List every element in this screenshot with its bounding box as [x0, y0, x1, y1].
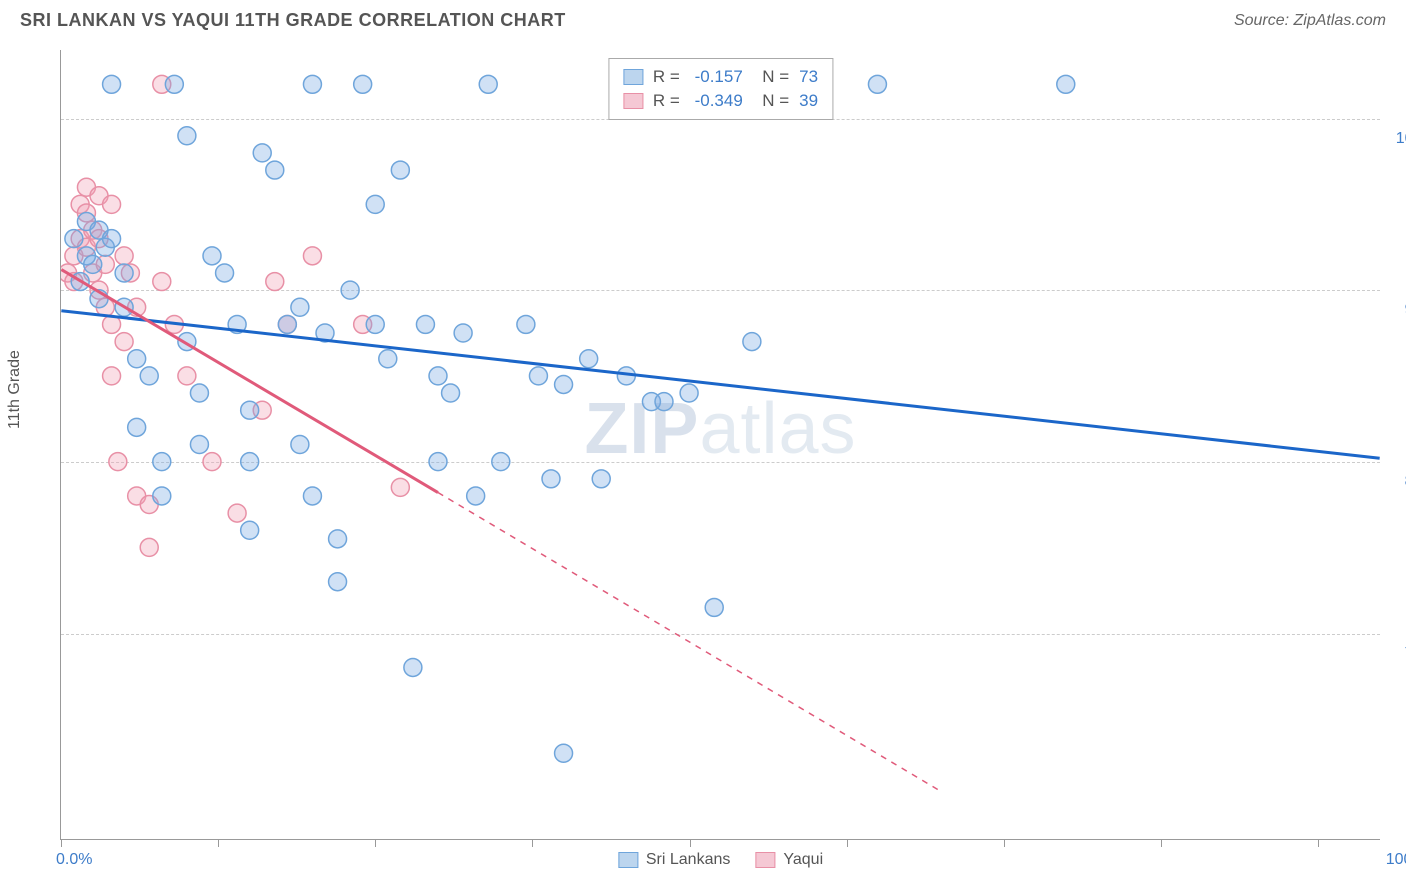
r-value: -0.349	[695, 91, 743, 111]
legend-item: Sri Lankans	[618, 851, 731, 869]
legend-item: Yaqui	[755, 851, 823, 869]
legend-swatch-icon	[755, 852, 775, 868]
source-attribution: Source: ZipAtlas.com	[1234, 12, 1386, 30]
chart-area: ZIPatlas 70.0%80.0%90.0%100.0% R = -0.15…	[60, 50, 1380, 840]
series-swatch-icon	[623, 69, 643, 85]
series-swatch-icon	[623, 93, 643, 109]
legend: Sri Lankans Yaqui	[618, 851, 823, 869]
chart-title: SRI LANKAN VS YAQUI 11TH GRADE CORRELATI…	[20, 10, 566, 31]
n-value: 39	[799, 91, 818, 111]
r-value: -0.157	[695, 67, 743, 87]
legend-label: Yaqui	[783, 851, 823, 869]
y-tick-label: 100.0%	[1396, 130, 1406, 148]
n-value: 73	[799, 67, 818, 87]
stats-row: R = -0.349 N =39	[623, 89, 818, 113]
correlation-stats-box: R = -0.157 N =73 R = -0.349 N =39	[608, 58, 833, 120]
legend-label: Sri Lankans	[646, 851, 731, 869]
x-axis-end-label: 100.0%	[1386, 851, 1406, 869]
scatter-plot-svg	[61, 50, 1380, 839]
stats-row: R = -0.157 N =73	[623, 65, 818, 89]
x-axis-start-label: 0.0%	[56, 851, 92, 869]
legend-swatch-icon	[618, 852, 638, 868]
y-axis-label: 11th Grade	[6, 350, 24, 429]
